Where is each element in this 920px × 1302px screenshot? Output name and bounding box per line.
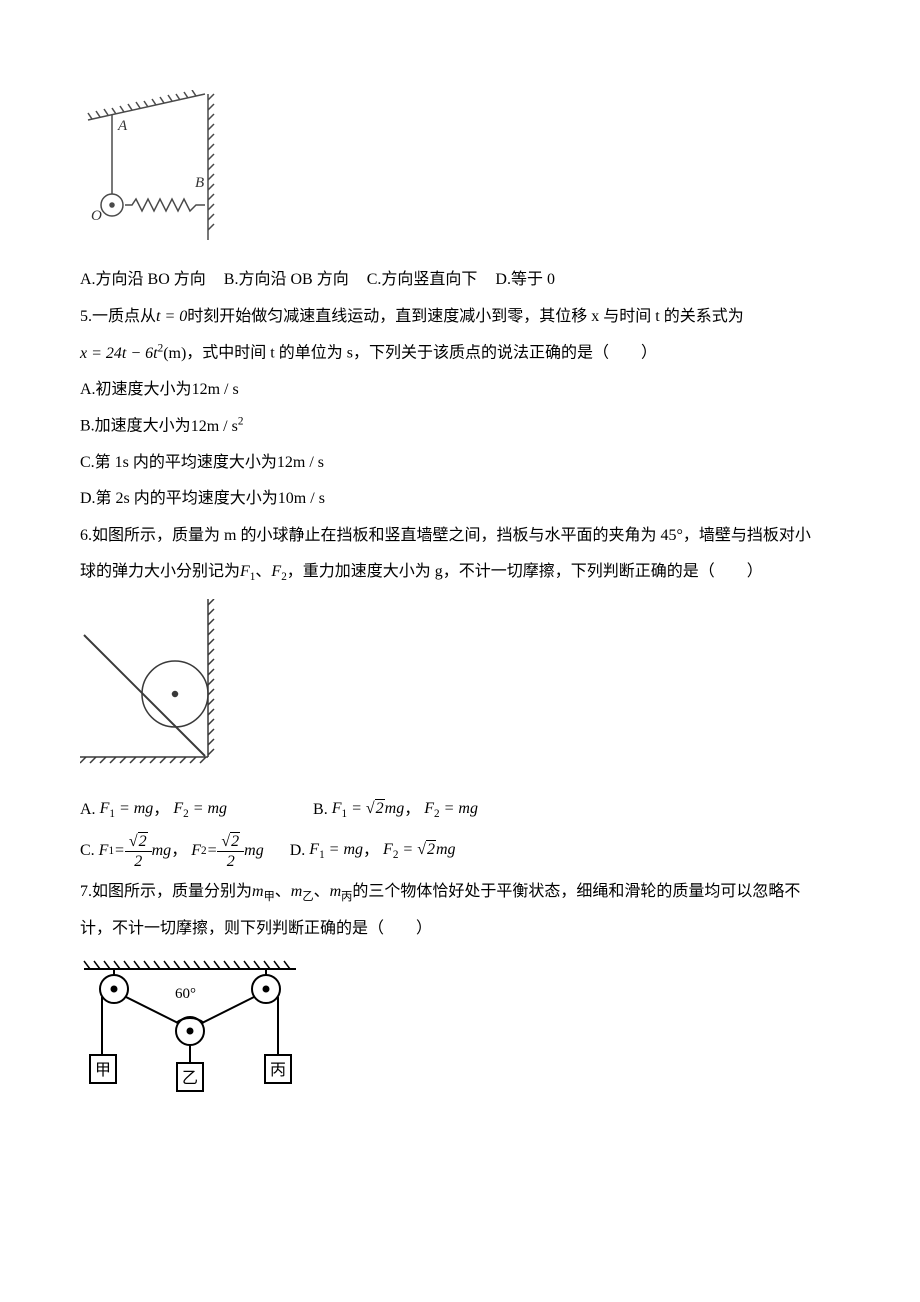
q5-eq: x = 24t − 6t2(m) — [80, 345, 186, 362]
q5-stem1-pre: 5.一质点从 — [80, 308, 156, 325]
q6-optC: C. F1 = 22 mg ， F2 = 22 mg — [80, 832, 264, 871]
q4-optD: D.等于 0 — [495, 271, 555, 288]
q6-optA: A. F1 = mg ， F2 = mg — [80, 794, 227, 825]
q6-F1: F1 — [240, 563, 255, 580]
q5-stem-line1: 5.一质点从t = 0时刻开始做匀减速直线运动，直到速度减小到零，其位移 x 与… — [80, 302, 840, 332]
svg-text:A: A — [117, 118, 128, 134]
q4-diagram: A B O — [80, 90, 840, 251]
q7-diagram: 60° 甲 乙 丙 — [80, 955, 840, 1106]
q5-eq-lhs: x = 24t − 6t — [80, 345, 158, 362]
q5-stem1-post: 时刻开始做匀减速直线运动，直到速度减小到零，其位移 x 与时间 t 的关系式为 — [187, 308, 743, 325]
q5-optD-val: 10m / s — [278, 490, 325, 507]
q7-stem-line1: 7.如图所示，质量分别为m甲、m乙、m丙的三个物体恰好处于平衡状态，细绳和滑轮的… — [80, 877, 840, 908]
q6-optD: D. F1 = mg ， F2 = 2mg — [290, 835, 456, 866]
q7-stem-line2: 计，不计一切摩擦，则下列判断正确的是（ ） — [80, 914, 840, 944]
q5-optB-pre: B.加速度大小为 — [80, 418, 191, 435]
q5-optC-val: 12m / s — [277, 454, 324, 471]
q4-optA: A.方向沿 BO 方向 — [80, 271, 206, 288]
q7-stem1-pre: 7.如图所示，质量分别为 — [80, 883, 252, 900]
q6-row-CD: C. F1 = 22 mg ， F2 = 22 mg D. F1 = mg ， … — [80, 832, 840, 871]
q6-optB: B. F1 = 2mg ， F2 = mg — [313, 794, 478, 825]
q6-sep: 、 — [255, 563, 271, 580]
q6-C-label: C. — [80, 836, 95, 866]
q5-optA: A.初速度大小为12m / s — [80, 375, 840, 405]
q6-stem2-post: ，重力加速度大小为 g，不计一切摩擦，下列判断正确的是（ ） — [287, 563, 763, 580]
q4-optB: B.方向沿 OB 方向 — [224, 271, 349, 288]
q6-stem2-pre: 球的弹力大小分别记为 — [80, 563, 240, 580]
svg-text:O: O — [91, 208, 102, 224]
q6-row-AB: A. F1 = mg ， F2 = mg B. F1 = 2mg ， F2 = … — [80, 794, 840, 825]
svg-text:甲: 甲 — [95, 1062, 111, 1079]
q5-optB-val: 12m / s2 — [191, 418, 244, 435]
q7-stem1-post: 的三个物体恰好处于平衡状态，细绳和滑轮的质量均可以忽略不 — [352, 883, 800, 900]
q5-stem-line2: x = 24t − 6t2(m)，式中时间 t 的单位为 s，下列关于该质点的说… — [80, 338, 840, 369]
q5-optB: B.加速度大小为12m / s2 — [80, 411, 840, 442]
q5-eq-unit: (m) — [163, 345, 186, 362]
svg-text:60°: 60° — [175, 986, 196, 1002]
q5-optA-val: 12m / s — [192, 381, 239, 398]
q5-optA-pre: A.初速度大小为 — [80, 381, 192, 398]
q6-stem-line2: 球的弹力大小分别记为F1、F2，重力加速度大小为 g，不计一切摩擦，下列判断正确… — [80, 557, 840, 588]
q6-D-label: D. — [290, 836, 306, 866]
q5-optD-pre: D.第 2s 内的平均速度大小为 — [80, 490, 278, 507]
q6-A-label: A. — [80, 795, 96, 825]
svg-text:丙: 丙 — [270, 1062, 286, 1079]
q6-F2: F2 — [271, 563, 286, 580]
q5-stem1-eq: t = 0 — [156, 308, 187, 325]
svg-text:B: B — [195, 175, 204, 191]
q5-optC: C.第 1s 内的平均速度大小为12m / s — [80, 448, 840, 478]
q5-optC-pre: C.第 1s 内的平均速度大小为 — [80, 454, 277, 471]
q4-options: A.方向沿 BO 方向 B.方向沿 OB 方向 C.方向竖直向下 D.等于 0 — [80, 265, 840, 295]
q5-stem2-post: ，式中时间 t 的单位为 s，下列关于该质点的说法正确的是（ ） — [186, 345, 657, 362]
q6-stem-line1: 6.如图所示，质量为 m 的小球静止在挡板和竖直墙壁之间，挡板与水平面的夹角为 … — [80, 521, 840, 551]
q5-optD: D.第 2s 内的平均速度大小为10m / s — [80, 484, 840, 514]
svg-text:乙: 乙 — [182, 1070, 198, 1087]
q6-diagram — [80, 599, 840, 780]
q4-optC: C.方向竖直向下 — [367, 271, 478, 288]
q6-B-label: B. — [313, 795, 328, 825]
